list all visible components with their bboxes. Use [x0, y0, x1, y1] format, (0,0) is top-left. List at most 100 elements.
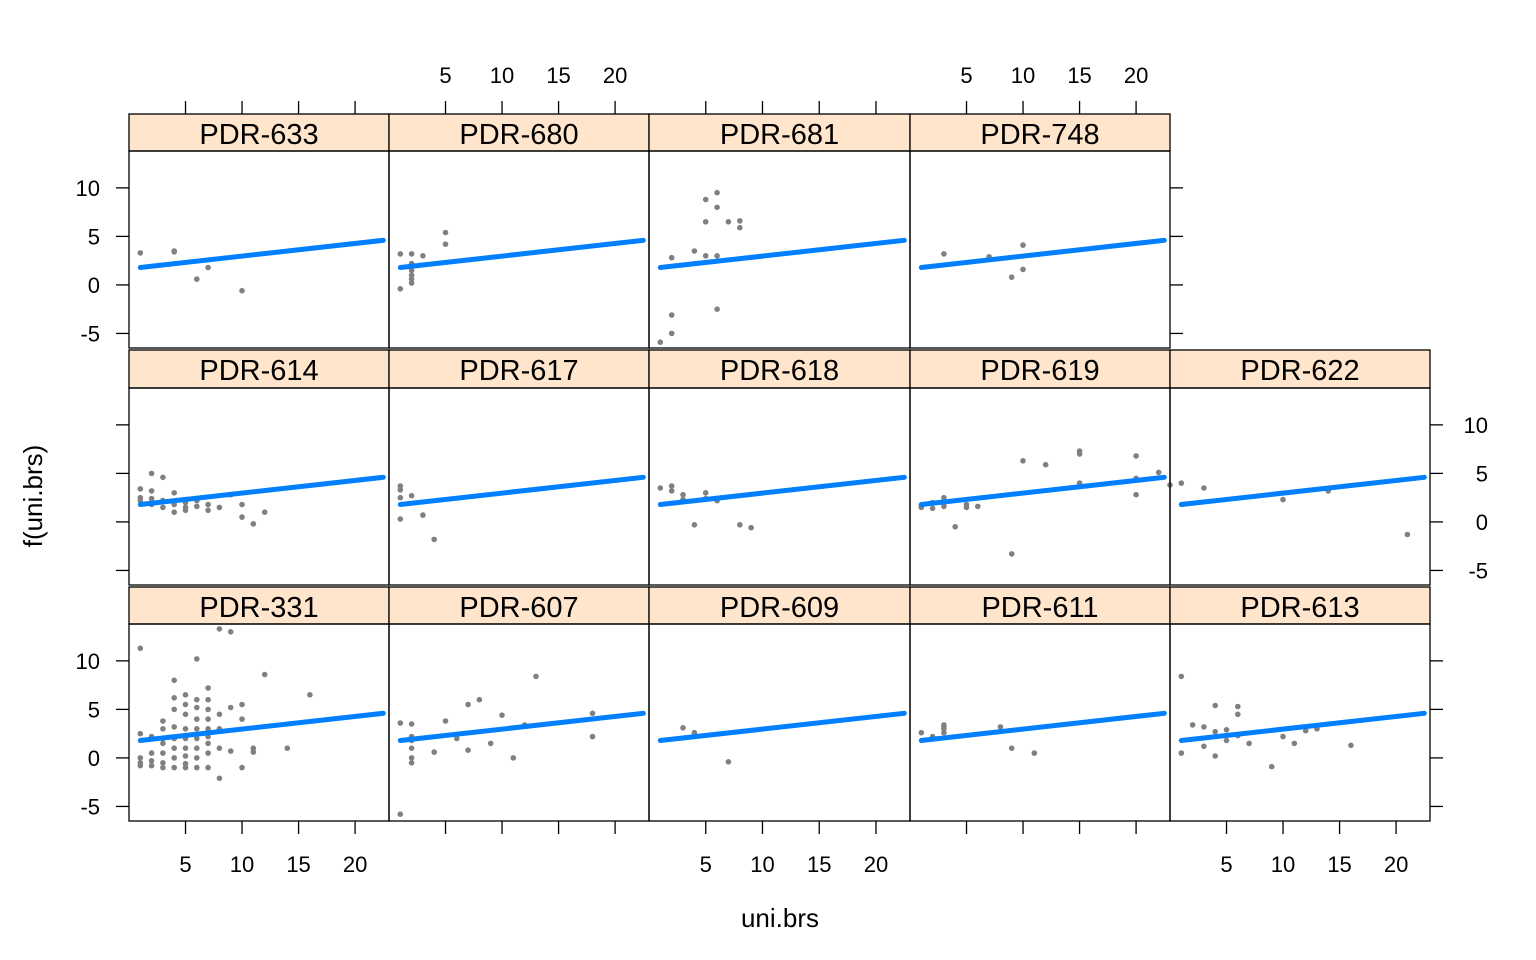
strip-background — [648, 586, 911, 625]
data-point — [194, 503, 200, 510]
data-point — [205, 716, 211, 722]
fit-line — [918, 237, 1167, 270]
y-tick-label: 5 — [88, 224, 100, 249]
strip-background — [128, 113, 390, 152]
data-point — [171, 677, 177, 684]
data-point — [160, 474, 166, 481]
data-point — [657, 485, 664, 491]
x-tick-label: 5 — [960, 63, 972, 88]
data-point — [148, 495, 155, 502]
data-point — [205, 740, 211, 747]
data-point — [182, 760, 189, 767]
panel-pdr-331: PDR-331 — [128, 586, 390, 822]
x-tick-label: 10 — [1011, 63, 1035, 88]
data-point — [465, 747, 471, 753]
panel-pdr-607: PDR-607 — [388, 586, 650, 822]
x-tick-label: 10 — [750, 852, 774, 877]
data-point — [1223, 737, 1230, 744]
x-axis-bottom-col1 — [444, 821, 616, 834]
data-point — [431, 749, 438, 755]
data-point — [737, 522, 743, 528]
data-point — [1020, 266, 1026, 273]
strip-background — [1169, 349, 1431, 389]
data-point — [397, 483, 404, 489]
fit-line — [657, 237, 907, 270]
data-point — [194, 276, 200, 282]
data-point — [171, 724, 177, 730]
data-point — [194, 735, 200, 742]
strip-label: PDR-680 — [459, 119, 578, 151]
data-point — [442, 718, 449, 724]
data-point — [1031, 750, 1038, 756]
data-point — [1155, 469, 1162, 476]
data-point — [171, 490, 177, 496]
panel-frame — [388, 150, 650, 349]
strip-label: PDR-633 — [199, 119, 318, 151]
panel-frame — [128, 623, 390, 822]
data-point — [1133, 453, 1139, 459]
data-point — [1178, 673, 1185, 680]
strip-background — [388, 586, 650, 625]
x-tick-label: 5 — [179, 852, 191, 877]
data-point — [205, 764, 211, 771]
data-point — [307, 692, 313, 698]
data-point — [941, 494, 947, 501]
data-point — [476, 696, 483, 703]
data-point — [680, 491, 686, 498]
data-point — [714, 204, 720, 211]
data-point — [929, 505, 936, 512]
data-point — [408, 721, 415, 727]
data-point — [737, 218, 743, 224]
fit-line — [137, 237, 386, 270]
data-point — [918, 729, 925, 736]
data-point — [408, 267, 415, 274]
data-point — [239, 701, 245, 708]
data-point — [1008, 551, 1015, 557]
y-tick-label: -5 — [80, 321, 100, 346]
y-axis-title: f(uni.brs) — [18, 445, 48, 548]
data-point — [171, 745, 177, 751]
data-point — [148, 758, 155, 764]
panel-pdr-633: PDR-633 — [128, 113, 390, 349]
fit-line — [397, 474, 646, 507]
data-point — [657, 339, 664, 346]
data-point — [1246, 740, 1252, 747]
data-point — [194, 764, 200, 771]
data-point — [431, 536, 438, 543]
data-point — [737, 224, 743, 231]
x-axis-bottom-col0: 5 10 15 20 — [179, 821, 367, 877]
data-point — [250, 745, 257, 751]
data-point — [397, 494, 404, 501]
x-tick-label: 20 — [603, 63, 627, 88]
strip-label: PDR-618 — [720, 355, 839, 387]
data-point — [533, 673, 539, 680]
data-point — [160, 740, 166, 747]
data-point — [668, 312, 675, 318]
data-point — [714, 189, 720, 196]
data-point — [442, 241, 449, 247]
data-point — [408, 755, 415, 761]
data-point — [1302, 727, 1309, 734]
data-point — [216, 775, 223, 782]
data-point — [137, 486, 144, 492]
x-tick-label: 20 — [1384, 852, 1408, 877]
data-point — [239, 514, 245, 520]
data-point — [408, 272, 415, 279]
fit-line — [137, 474, 386, 507]
data-point — [702, 219, 709, 225]
x-tick-label: 10 — [490, 63, 514, 88]
panel-pdr-748: PDR-748 — [909, 113, 1171, 349]
data-point — [171, 755, 177, 761]
data-point — [1189, 722, 1196, 728]
x-tick-label: 10 — [1271, 852, 1295, 877]
data-point — [160, 718, 166, 724]
data-point — [420, 253, 426, 259]
x-tick-label: 10 — [230, 852, 254, 877]
data-point — [227, 748, 234, 754]
panel-frame — [648, 387, 911, 586]
data-point — [702, 196, 709, 203]
y-axis-right-row1: -5 0 5 10 — [1430, 413, 1488, 583]
data-point — [397, 516, 404, 522]
panel-frame — [909, 623, 1171, 822]
data-point — [205, 706, 211, 713]
